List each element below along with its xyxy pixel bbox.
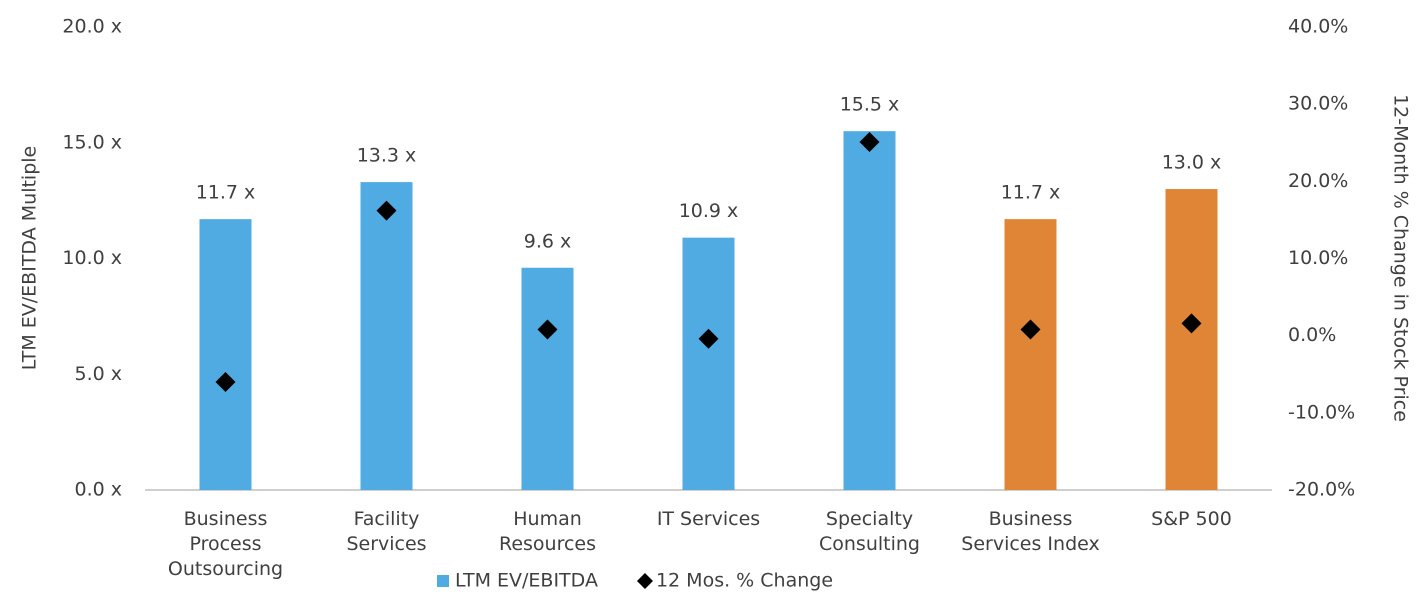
- y2-tick-label: -10.0%: [1288, 401, 1355, 423]
- data-label: 11.7 x: [196, 182, 256, 204]
- y2-axis-title: 12-Month % Change in Stock Price: [1390, 94, 1412, 422]
- diamond-marker: [215, 371, 236, 392]
- legend-swatch: [636, 573, 653, 589]
- data-label: 15.5 x: [840, 94, 900, 116]
- y-axis-title: LTM EV/EBITDA Multiple: [19, 146, 41, 370]
- y-tick-label: 0.0 x: [75, 479, 123, 501]
- bar: [682, 237, 735, 490]
- data-label: 13.3 x: [357, 145, 417, 167]
- diamond-marker: [537, 319, 558, 340]
- x-tick-label: Specialty Consulting: [819, 508, 920, 555]
- data-label: 10.9 x: [679, 200, 739, 222]
- legend-label: LTM EV/EBITDA: [455, 570, 598, 592]
- bar: [1165, 189, 1218, 491]
- y2-tick-label: 10.0%: [1288, 247, 1348, 269]
- y-tick-label: 10.0 x: [62, 247, 122, 269]
- legend-label: 12 Mos. % Change: [656, 570, 833, 592]
- y2-tick-label: -20.0%: [1288, 479, 1355, 501]
- y2-tick-label: 30.0%: [1288, 93, 1348, 115]
- y2-tick-label: 40.0%: [1288, 16, 1348, 38]
- diamond-marker: [698, 328, 719, 349]
- diamond-marker: [1020, 319, 1041, 340]
- x-tick-label: Human Resources: [498, 508, 597, 555]
- data-label: 13.0 x: [1162, 152, 1222, 174]
- x-tick-label: Business Services Index: [961, 508, 1100, 555]
- y2-tick-label: 20.0%: [1288, 170, 1348, 192]
- y-tick-label: 5.0 x: [75, 363, 123, 385]
- data-label: 11.7 x: [1001, 182, 1061, 204]
- x-tick-label: IT Services: [656, 508, 761, 530]
- x-tick-label: Facility Services: [346, 508, 427, 555]
- legend-swatch: [437, 575, 449, 587]
- diamond-marker: [376, 200, 397, 221]
- y-tick-label: 15.0 x: [62, 131, 122, 153]
- diamond-marker: [859, 131, 880, 152]
- diamond-marker: [1181, 313, 1202, 334]
- x-tick-label: S&P 500: [1151, 508, 1232, 530]
- bar: [843, 131, 896, 491]
- bar: [1004, 219, 1057, 490]
- data-label: 9.6 x: [524, 230, 572, 252]
- bar: [521, 267, 574, 490]
- bar: [360, 182, 413, 491]
- bar: [199, 219, 252, 490]
- x-tick-label: Business Process Outsourcing: [167, 508, 284, 580]
- y2-tick-label: 0.0%: [1288, 324, 1336, 346]
- y-tick-label: 20.0 x: [62, 16, 122, 38]
